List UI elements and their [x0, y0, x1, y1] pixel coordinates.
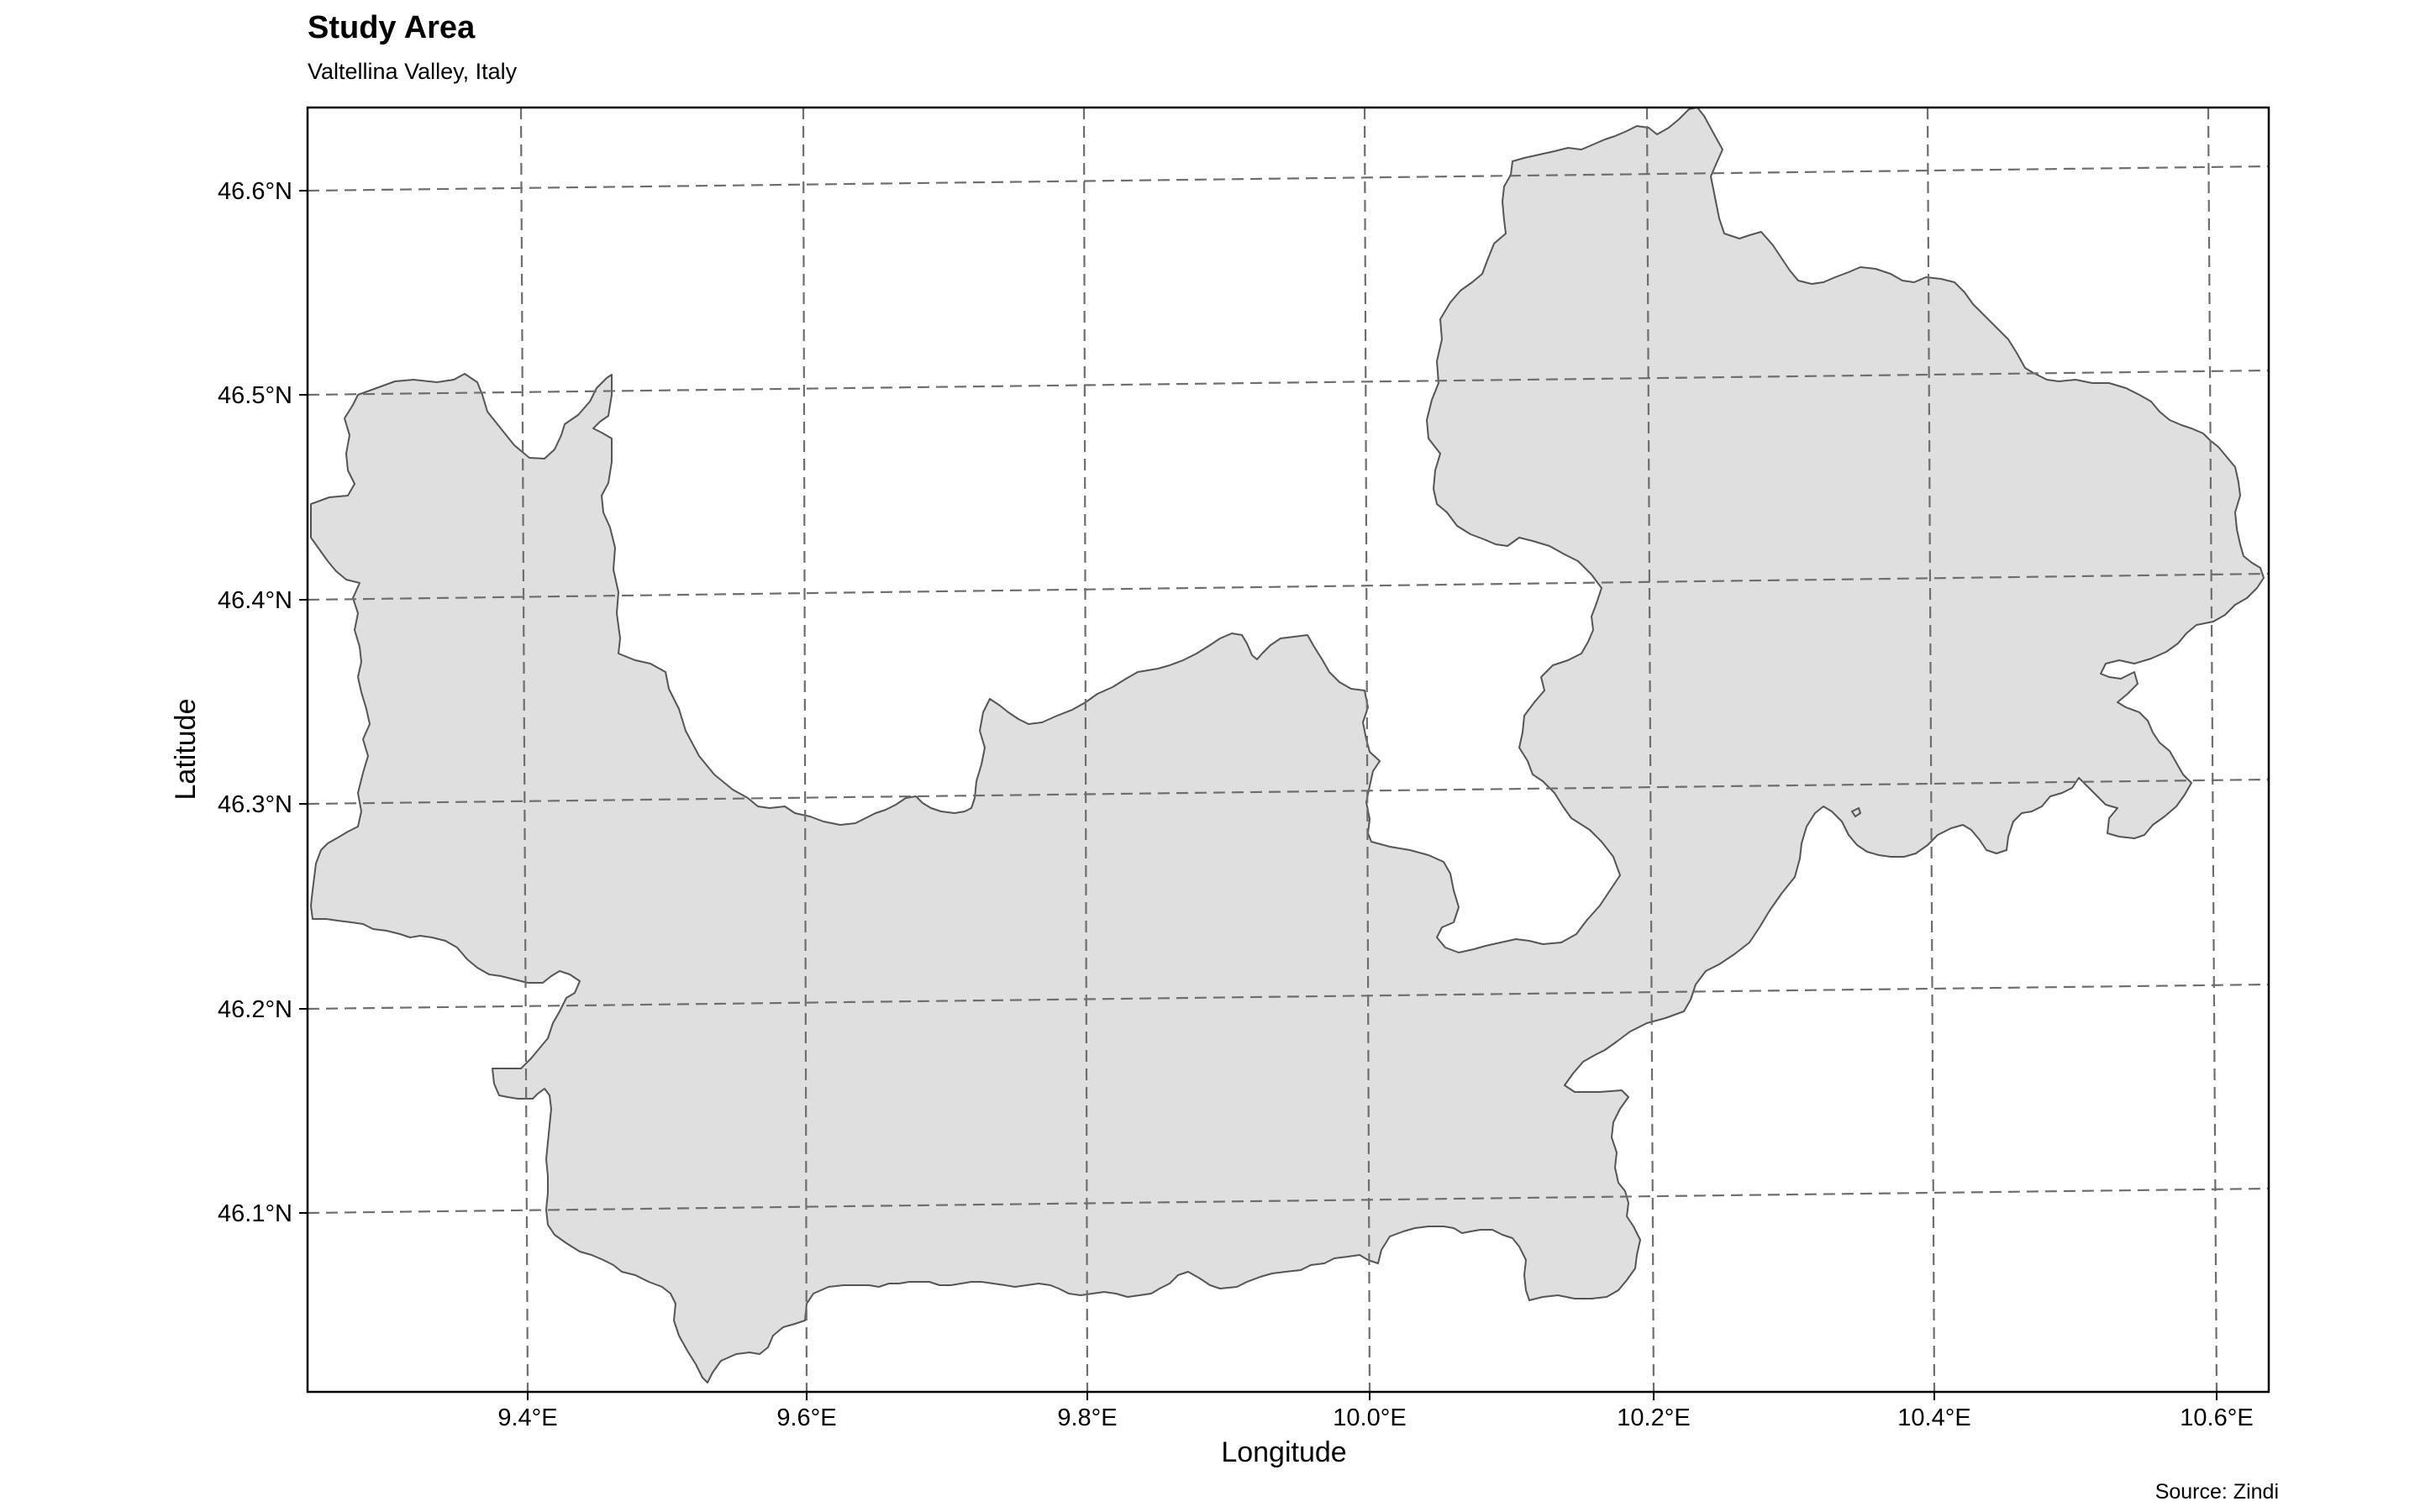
meridian-9.4 [519, 108, 529, 1392]
map-subtitle: Valtellina Valley, Italy [308, 59, 518, 84]
y-tick-label: 46.4°N [218, 587, 292, 614]
x-tick-label: 10.6°E [2180, 1404, 2253, 1431]
x-tick-label: 9.8°E [1057, 1404, 1117, 1431]
x-tick-label: 10.4°E [1897, 1404, 1970, 1431]
x-tick-label: 10.2°E [1617, 1404, 1690, 1431]
meridian-10.4 [1926, 108, 1936, 1392]
region-fragment [1850, 806, 1862, 818]
x-tick-label: 9.6°E [776, 1404, 836, 1431]
plot-panel-border [306, 106, 2270, 1394]
graticule [308, 108, 2269, 1392]
y-tick-label: 46.2°N [218, 996, 292, 1023]
parallel-46.5 [308, 369, 2269, 396]
x-tick-label: 10.0°E [1333, 1404, 1406, 1431]
y-axis [299, 190, 308, 1214]
y-tick-label: 46.3°N [218, 791, 292, 818]
y-tick-label: 46.1°N [218, 1200, 292, 1227]
x-axis-title: Longitude [1221, 1436, 1346, 1468]
parallel-46.3 [308, 778, 2269, 806]
parallel-46.6 [308, 165, 2269, 192]
map-title: Study Area [308, 10, 476, 45]
parallel-46.2 [308, 983, 2269, 1011]
y-tick-label: 46.5°N [218, 382, 292, 409]
meridian-9.6 [802, 108, 808, 1392]
meridian-10.0 [1363, 108, 1371, 1392]
meridian-10.6 [2207, 108, 2218, 1392]
x-axis [527, 1392, 2217, 1400]
x-tick-label: 9.4°E [497, 1404, 557, 1431]
source-caption: Source: Zindi [2154, 1480, 2279, 1504]
meridian-9.8 [1082, 108, 1089, 1392]
parallel-46.4 [308, 572, 2269, 601]
parallel-46.1 [308, 1187, 2269, 1215]
valtellina-region [310, 108, 2265, 1383]
y-tick-label: 46.6°N [218, 178, 292, 205]
meridian-10.2 [1645, 108, 1655, 1392]
y-axis-title: Latitude [170, 699, 202, 801]
